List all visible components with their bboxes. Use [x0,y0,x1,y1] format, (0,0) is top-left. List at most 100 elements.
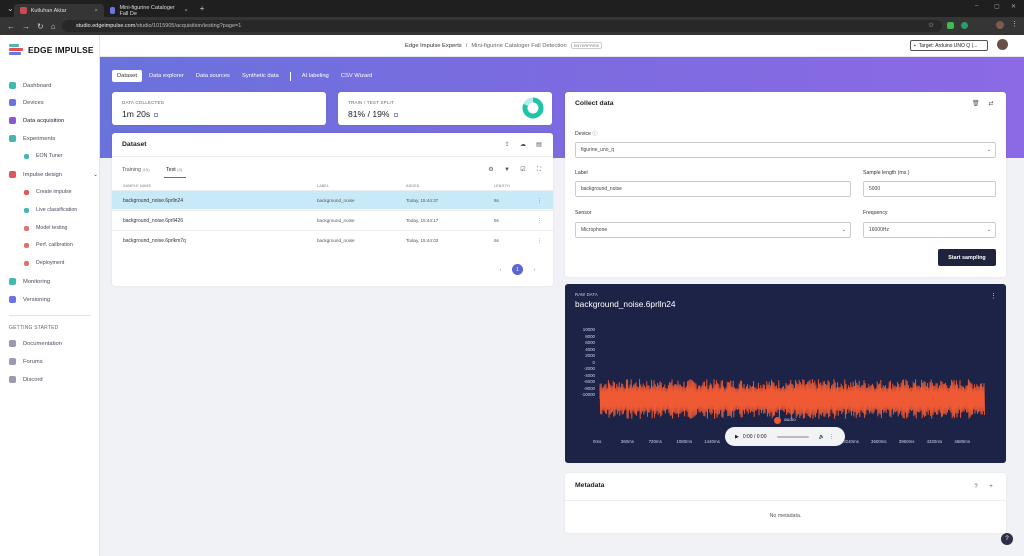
y-tick-label: -8000 [583,385,595,391]
profile-icon[interactable] [996,21,1004,29]
close-tab-icon[interactable]: × [94,7,98,14]
select-icon[interactable]: ☑ [520,167,526,173]
tab-ai-labeling[interactable]: AI labeling [301,73,329,79]
sidebar-item-forums[interactable]: Forums [9,358,43,365]
browser-menu-icon[interactable]: ⋮ [1011,21,1018,28]
target-selector[interactable]: ▪ Target: Arduino UNO Q (... [910,40,988,51]
tab-data-explorer[interactable]: Data explorer [148,73,184,79]
sidebar-item-versioning[interactable]: Versioning [9,296,50,303]
sidebar-item-data-acquisition[interactable]: Data acquisition [0,115,100,126]
sidebar-item-documentation[interactable]: Documentation [9,340,62,347]
reload-icon[interactable]: ↻ [37,21,44,31]
tab-test[interactable]: Test (3) [166,167,183,173]
tab-training[interactable]: Training (15) [122,167,150,173]
sidebar-item-eon-tuner[interactable]: EON Tuner [24,153,63,159]
frequency-label: Frequency [863,210,888,216]
table-row[interactable]: background_noise.6prlkm7q background_nois… [112,230,553,249]
divider [9,315,91,316]
breadcrumb-project[interactable]: Mini-figurine Cataloger Fall Detection [471,42,567,49]
page-button[interactable]: 1 [512,264,523,275]
sample-length-input[interactable]: 5000 [863,181,996,197]
help-button[interactable]: ? [1001,533,1013,545]
connect-icon[interactable]: ⇄ [988,101,994,107]
tab-dataset[interactable]: Dataset [112,70,142,82]
extension-icon[interactable] [961,22,968,29]
audio-player[interactable]: ▶ 0:00 / 0:00 🔈 ⋮ [725,427,845,446]
add-icon[interactable]: + [989,484,993,490]
more-options-icon[interactable]: ⋮ [990,293,997,300]
tuner-icon [24,153,29,159]
discord-icon [9,376,16,383]
label-input[interactable]: background_noise [575,181,851,197]
sidebar-item-create-impulse[interactable]: Create impulse [24,189,72,195]
start-sampling-button[interactable]: Start sampling [938,249,996,266]
player-time: 0:00 / 0:00 [742,433,767,440]
next-page-button[interactable]: › [533,266,536,273]
sidebar-item-monitoring[interactable]: Monitoring [9,278,50,285]
frequency-select[interactable]: 16000Hz ⌄ [863,222,996,238]
trash-icon[interactable]: 🗑 [972,101,980,107]
back-icon[interactable]: ← [7,21,15,31]
maximize-icon[interactable]: ▢ [994,4,1000,10]
sensor-select[interactable]: Microphone ⌄ [575,222,851,238]
document-icon[interactable]: ▤ [536,142,542,148]
seek-slider[interactable] [776,435,809,438]
filter-by-label-icon[interactable]: ⚙ [488,167,494,173]
extension-icon[interactable] [947,22,954,29]
section-heading: GETTING STARTED [9,325,59,331]
close-window-icon[interactable]: ✕ [1011,4,1017,10]
chevron-down-icon[interactable]: ⌄ [93,171,98,178]
logo[interactable]: EDGE IMPULSE [9,44,94,55]
device-select[interactable]: figurine_uno_q ⌄ [575,142,996,158]
home-icon[interactable]: ⌂ [50,21,56,31]
player-menu-icon[interactable]: ⋮ [828,433,834,440]
help-icon[interactable]: ? [974,484,978,490]
sidebar-item-label: Impulse design [23,171,62,178]
sidebar-item-live-classification[interactable]: Live classification [24,207,77,213]
new-tab-icon[interactable]: + [199,4,205,13]
avatar[interactable] [997,39,1008,50]
volume-icon[interactable]: 🔈 [818,433,825,440]
row-menu-icon[interactable]: ⋮ [537,218,542,224]
sidebar-item-dashboard[interactable]: Dashboard [9,82,51,89]
browser-tab[interactable]: Kutluhan Aktar × [13,4,104,17]
bookmark-star-icon[interactable]: ☆ [928,22,935,29]
filter-icon[interactable]: ▼ [504,167,510,173]
split-donut-chart [522,97,544,119]
minimize-icon[interactable]: – [975,3,979,9]
row-menu-icon[interactable]: ⋮ [537,238,542,244]
tab-data-sources[interactable]: Data sources [195,73,230,79]
prev-page-button[interactable]: ‹ [499,266,502,273]
sidebar-item-experiments[interactable]: Experiments [9,135,55,142]
close-tab-icon[interactable]: × [184,7,188,14]
forward-icon[interactable]: → [22,21,30,31]
sidebar-item-impulse-design[interactable]: Impulse design ⌄ [9,171,98,178]
x-tick-label: 4320ms [926,439,943,444]
y-tick-label: 6000 [585,340,595,345]
browser-tab[interactable]: Mini-figurine Cataloger Fall De × [104,4,194,17]
table-row[interactable]: background_noise.6prll426 background_nois… [112,210,553,229]
row-menu-icon[interactable]: ⋮ [537,198,542,204]
cloud-icon[interactable]: ☁ [520,142,526,148]
device-label: Device ⓘ [575,131,598,137]
sidebar-item-perf-calibration[interactable]: Perf. calibration [24,242,73,248]
sidebar-item-devices[interactable]: Devices [9,99,44,106]
sidebar-item-deployment[interactable]: Deployment [24,260,64,266]
tab-menu-icon[interactable]: ⌄ [7,4,14,13]
play-icon[interactable]: ▶ [735,433,739,440]
sidebar-item-label: Model testing [36,225,68,231]
chart-icon [154,112,159,117]
tab-synthetic-data[interactable]: Synthetic data [241,73,279,79]
sidebar-item-label: Discord [23,376,43,383]
sidebar-item-discord[interactable]: Discord [9,376,43,383]
table-row[interactable]: background_noise.6prlln24 background_nois… [112,190,553,209]
upload-icon[interactable]: ⇪ [504,142,510,148]
address-bar: ← → ↻ ⌂ studio.edgeimpulse.com/studio/10… [0,17,1024,35]
breadcrumb-org[interactable]: Edge Impulse Experts [405,42,462,49]
tab-csv-wizard[interactable]: CSV Wizard [340,73,373,79]
expand-icon[interactable]: ⛶ [536,167,542,173]
sidebar-item-model-testing[interactable]: Model testing [24,225,68,231]
metadata-title: Metadata [575,482,605,489]
url-input[interactable]: studio.edgeimpulse.com/studio/1015905/ac… [62,20,942,32]
sidebar-item-label: Devices [23,99,44,106]
